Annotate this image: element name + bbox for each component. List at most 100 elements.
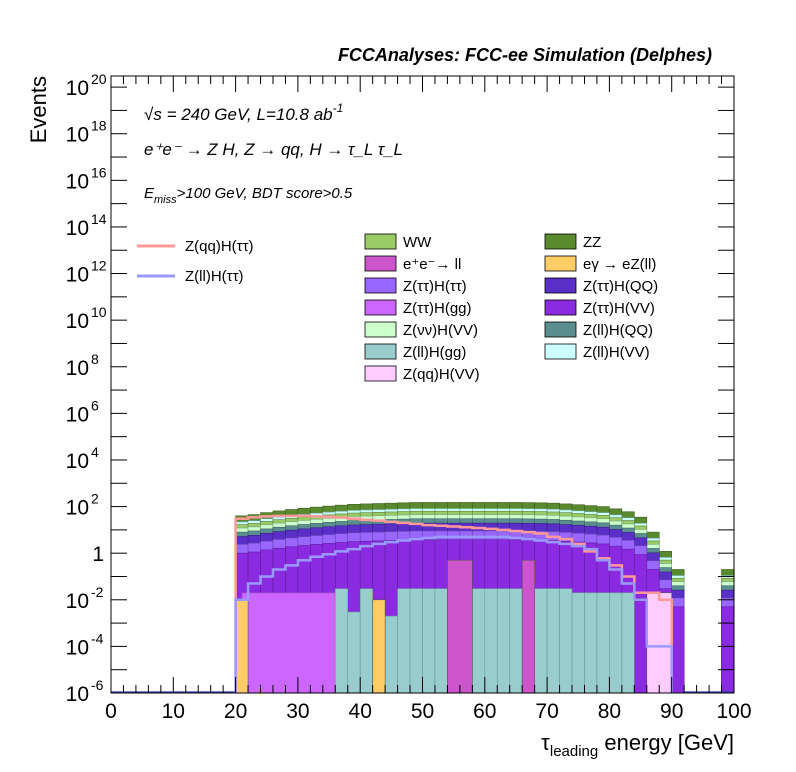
legend-line-label: Z(qq)H(ττ) <box>185 238 254 255</box>
annotation-cuts: Emiss>100 GeV, BDT score>0.5 <box>144 185 353 206</box>
legend-line-label: Z(ll)H(ττ) <box>185 268 244 285</box>
x-tick-label: 40 <box>349 700 372 723</box>
bar-Z(ll)H(gg) <box>359 588 373 694</box>
legend-label: Z(ττ)H(QQ) <box>583 278 658 295</box>
y-tick-label: 10 <box>66 636 89 659</box>
bar-Z(ll)H(gg) <box>596 592 610 694</box>
annotation-process: e⁺e⁻ → Z H, Z → qq, H → τ_L τ_L <box>144 140 403 159</box>
annotation-emiss-sub: miss <box>154 194 177 206</box>
x-axis-label: τleading energy [GeV] <box>541 730 734 760</box>
x-tick-label: 60 <box>473 700 496 723</box>
annotation-lumi-exp: -1 <box>333 101 344 115</box>
legend-swatch <box>544 299 577 316</box>
legend-swatch <box>364 255 397 272</box>
y-tick-exponent: -6 <box>91 677 104 693</box>
y-tick-label: 10 <box>66 124 89 147</box>
y-tick-label: 10 <box>66 450 89 473</box>
legend-label: ZZ <box>583 234 601 251</box>
bar-Z(ττ)H(VV) <box>721 606 735 694</box>
bar-Z(ll)H(gg) <box>484 588 498 694</box>
legend-label: Z(ττ)H(VV) <box>583 300 655 317</box>
y-tick-exponent: 8 <box>91 351 99 367</box>
x-tick-label: 100 <box>716 700 751 723</box>
series-line-Z(ll)H(ττ) <box>234 535 673 693</box>
bar-Z(ll)H(gg) <box>534 588 548 694</box>
y-tick-label: 10 <box>66 497 89 520</box>
legend-label: Z(ll)H(VV) <box>583 344 650 361</box>
y-tick-exponent: 16 <box>91 164 107 180</box>
bar-Z(ll)H(gg) <box>546 588 560 694</box>
bar-Z(ll)H(gg) <box>609 592 623 694</box>
x-tick-label: 10 <box>162 700 185 723</box>
bar-Z(ll)H(gg) <box>559 588 573 694</box>
x-tick-label: 20 <box>224 700 247 723</box>
bar-Z(ττ)H(VV) <box>671 606 685 694</box>
legend-swatch <box>364 299 397 316</box>
y-tick-exponent: 4 <box>91 444 99 460</box>
y-tick-label: 10 <box>66 77 89 100</box>
y-tick-exponent: 2 <box>91 491 99 507</box>
y-tick-label: 10 <box>66 170 89 193</box>
chart-title: FCCAnalyses: FCC-ee Simulation (Delphes) <box>338 45 712 65</box>
bar-Z(ττ)H(VV) <box>634 554 648 694</box>
y-axis-label: Events <box>26 76 51 143</box>
legend-label: e⁺e⁻→ ll <box>403 256 461 273</box>
bar-Z(ττ)H(gg) <box>241 592 336 694</box>
bar-Z(ll)H(gg) <box>621 592 635 694</box>
legend-swatch <box>364 277 397 294</box>
legend-swatch <box>364 321 397 338</box>
x-tick-label: 90 <box>660 700 683 723</box>
bar-Z(ll)H(gg) <box>571 592 585 694</box>
y-tick-label: 10 <box>66 590 89 613</box>
bar-e⁺e⁻→ ll <box>521 559 535 694</box>
bar-Z(ll)H(gg) <box>496 588 511 694</box>
legend-label: Z(ττ)H(ττ) <box>403 278 467 295</box>
bar-Z(ll)H(gg) <box>422 588 436 694</box>
y-tick-label: 10 <box>66 403 89 426</box>
bar-Z(qq)H(VV) <box>646 592 673 694</box>
bar-Z(ll)H(gg) <box>434 588 448 694</box>
bar-e⁺e⁻→ ll <box>447 559 473 694</box>
y-tick-label: 1 <box>92 543 104 566</box>
legend-swatch <box>544 277 577 294</box>
y-tick-label: 10 <box>66 264 89 287</box>
legend-swatch <box>544 343 577 360</box>
bar-Z(ll)H(gg) <box>409 588 423 694</box>
y-tick-exponent: -2 <box>91 584 104 600</box>
y-tick-exponent: -4 <box>91 630 104 646</box>
bar-Z(ll)H(gg) <box>384 615 398 694</box>
x-axis-label-sub: leading <box>550 743 598 760</box>
legend-swatch <box>364 365 397 382</box>
y-tick-exponent: 12 <box>91 258 107 274</box>
x-tick-label: 70 <box>535 700 558 723</box>
y-tick-label: 10 <box>66 357 89 380</box>
y-tick-exponent: 6 <box>91 397 99 413</box>
y-tick-label: 10 <box>66 217 89 240</box>
annotation-energy-text: = 240 GeV, L=10.8 ab <box>162 105 333 124</box>
annotation-cuts-text: >100 GeV, BDT score>0.5 <box>177 185 353 202</box>
x-tick-label: 0 <box>105 700 117 723</box>
y-tick-exponent: 18 <box>91 118 107 134</box>
legend-swatch <box>364 233 397 250</box>
bar-Z(ll)H(gg) <box>397 588 411 694</box>
x-axis-label-tau: τ <box>541 730 550 755</box>
legend-label: Z(ττ)H(gg) <box>403 300 472 317</box>
legend-label: Z(νν)H(VV) <box>403 322 478 339</box>
x-tick-label: 80 <box>598 700 621 723</box>
x-tick-label: 30 <box>286 700 309 723</box>
legend-swatch <box>544 321 577 338</box>
bar-Z(ll)H(gg) <box>472 588 486 694</box>
x-axis-label-rest: energy [GeV] <box>598 730 734 755</box>
legend-swatch <box>544 233 577 250</box>
legend-label: Z(ll)H(QQ) <box>583 322 653 339</box>
legend-label: Z(qq)H(VV) <box>403 366 480 383</box>
annotation-emiss: E <box>144 185 155 202</box>
bar-Z(ll)H(gg) <box>509 588 523 694</box>
legend-label: WW <box>403 234 432 251</box>
y-tick-exponent: 14 <box>91 211 107 227</box>
legend: Z(qq)H(ττ) Z(ll)H(ττ) WW ZZ e⁺e⁻→ ll eγ → eZ(… <box>137 233 658 383</box>
legend-swatch <box>544 255 577 272</box>
y-tick-label: 10 <box>66 310 89 333</box>
y-tick-exponent: 20 <box>91 71 107 87</box>
annotation-energy-lumi: √s = 240 GeV, L=10.8 ab-1 <box>144 101 343 124</box>
